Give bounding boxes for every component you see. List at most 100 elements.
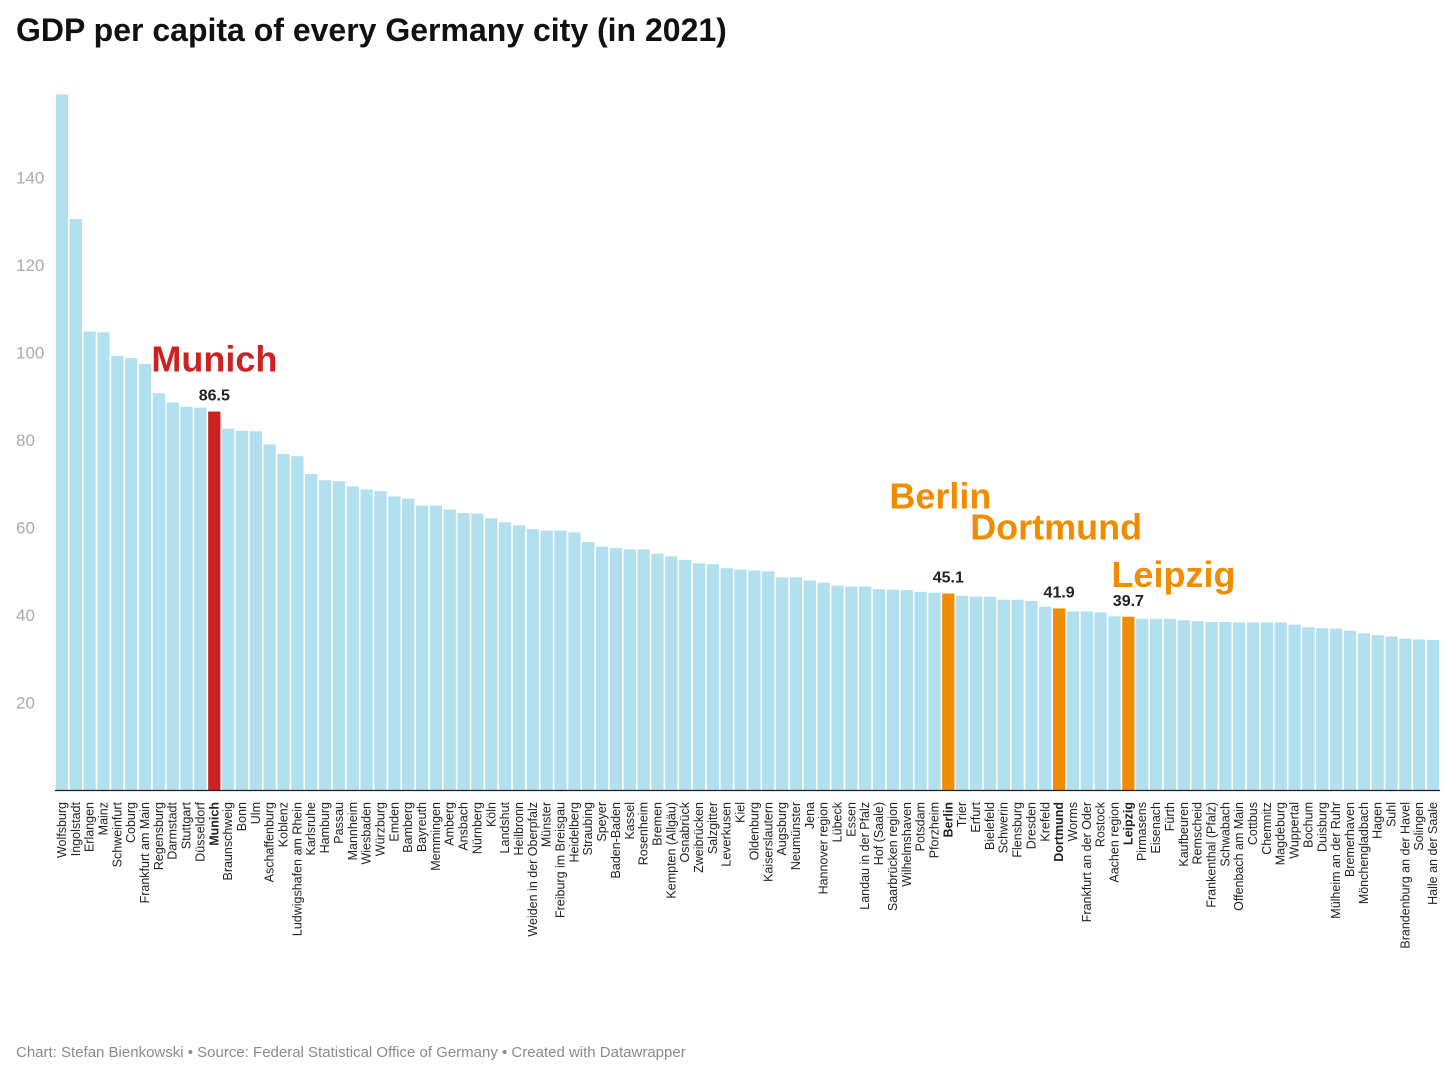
bar-lubeck (831, 585, 844, 790)
x-label-pirmasens: Pirmasens (1135, 802, 1149, 861)
x-label-ansbach: Ansbach (457, 802, 471, 851)
x-label-heilbronn: Heilbronn (512, 802, 526, 856)
x-label-memmingen: Memmingen (429, 802, 443, 871)
bar-flensburg (1011, 599, 1024, 790)
x-label-schwerin: Schwerin (997, 802, 1011, 853)
x-label-kempten-allgau: Kempten (Allgäu) (664, 802, 678, 899)
bar-bremerhaven (1343, 630, 1357, 790)
x-label-monchengladbach: Mönchengladbach (1357, 802, 1371, 904)
x-label-koln: Köln (484, 802, 498, 827)
bar-hof-saale (872, 589, 886, 790)
bar-bayreuth (415, 505, 429, 791)
bar-braunschweig (222, 428, 235, 791)
x-label-wurzburg: Würzburg (373, 802, 387, 856)
bar-bochum (1302, 627, 1315, 790)
bar-speyer (595, 546, 609, 790)
x-label-frankenthal-pfalz: Frankenthal (Pfalz) (1204, 802, 1218, 908)
x-label-bayreuth: Bayreuth (415, 802, 429, 852)
x-label-pforzheim: Pforzheim (927, 802, 941, 858)
bar-frankfurt-am-main (138, 363, 152, 791)
bar-osnabruck (679, 559, 692, 791)
bar-aschaffenburg (263, 444, 276, 791)
bar-saarbrucken-region (886, 589, 900, 791)
bars (55, 94, 1440, 791)
bar-leverkusen (720, 568, 733, 790)
bar-straubing (582, 541, 595, 790)
bar-wolfsburg (55, 94, 69, 791)
bar-ulm (249, 431, 262, 790)
y-tick-label-80: 80 (16, 431, 35, 450)
bar-chemnitz (1260, 622, 1273, 790)
annotation-munich: Munich (151, 339, 277, 380)
bar-schwabach (1219, 622, 1232, 790)
x-label-salzgitter: Salzgitter (706, 802, 720, 854)
x-label-hagen: Hagen (1371, 802, 1385, 839)
y-tick-label-140: 140 (16, 169, 44, 188)
bar-wuppertal (1288, 624, 1301, 791)
x-label-erlangen: Erlangen (83, 802, 97, 852)
x-label-nurnberg: Nürnberg (470, 802, 484, 854)
bar-potsdam (914, 591, 927, 790)
bar-passau (332, 481, 346, 791)
bar-worms (1066, 611, 1080, 790)
x-label-kaiserslautern: Kaiserslautern (761, 802, 775, 882)
x-label-potsdam: Potsdam (914, 802, 928, 851)
x-label-brandenburg-an-der-havel: Brandenburg an der Havel (1398, 802, 1412, 949)
x-label-leipzig: Leipzig (1121, 802, 1135, 845)
y-tick-label-40: 40 (16, 606, 35, 625)
x-label-chemnitz: Chemnitz (1260, 802, 1274, 855)
bar-augsburg (776, 577, 789, 791)
bar-monchengladbach (1357, 633, 1370, 791)
bar-schwerin (997, 599, 1010, 790)
x-label-baden-baden: Baden-Baden (609, 802, 623, 879)
bar-dortmund (1053, 608, 1066, 790)
x-label-kiel: Kiel (734, 802, 748, 823)
x-label-erfurt: Erfurt (969, 801, 983, 832)
x-label-landshut: Landshut (498, 801, 512, 853)
x-label-neumunster: Neumünster (789, 802, 803, 870)
bar-landshut (499, 522, 512, 790)
bar-koblenz (277, 454, 290, 790)
y-tick-label-20: 20 (16, 694, 35, 713)
x-label-hamburg: Hamburg (318, 802, 332, 853)
x-label-frankfurt-am-main: Frankfurt am Main (138, 802, 152, 903)
x-label-hof-saale: Hof (Saale) (872, 802, 886, 865)
x-label-osnabruck: Osnabrück (678, 801, 692, 862)
x-label-darmstadt: Darmstadt (166, 801, 180, 859)
bar-kempten-allgau (665, 556, 678, 791)
bar-chart: 20 40 60 80 100 120 140 Wolfsburg Ingolstadt Erl… (16, 94, 1440, 949)
bar-koln (485, 518, 498, 790)
bar-remscheid (1191, 621, 1204, 791)
bar-rostock (1094, 612, 1107, 791)
x-label-rosenheim: Rosenheim (637, 802, 651, 865)
x-label-solingen: Solingen (1412, 802, 1426, 851)
bar-leipzig (1122, 616, 1135, 790)
bar-suhl (1385, 636, 1398, 790)
x-label-wiesbaden: Wiesbaden (360, 802, 374, 865)
bar-duisburg (1316, 628, 1329, 791)
x-label-jena: Jena (803, 802, 817, 829)
bar-brandenburg-an-der-havel (1399, 638, 1412, 791)
bar-essen (845, 586, 858, 790)
bar-krefeld (1039, 606, 1052, 790)
bar-ludwigshafen-am-rhein (291, 456, 304, 790)
bar-kaufbeuren (1177, 620, 1190, 790)
value-label-dortmund: 41.9 (1044, 584, 1075, 601)
y-tick-label-60: 60 (16, 519, 35, 538)
x-label-saarbrucken-region: Saarbrücken region (886, 802, 900, 911)
bar-dresden (1025, 601, 1038, 790)
bar-hannover-region (817, 582, 830, 791)
x-label-hannover-region: Hannover region (817, 802, 831, 894)
bar-wiesbaden (360, 489, 373, 790)
bar-salzgitter (706, 564, 719, 790)
bar-trier (956, 595, 969, 790)
x-label-mulheim-an-der-ruhr: Mülheim an der Ruhr (1329, 802, 1343, 919)
bar-memmingen (429, 505, 442, 791)
x-label-aschaffenburg: Aschaffenburg (263, 802, 277, 882)
x-label-aachen-region: Aachen region (1108, 802, 1122, 883)
x-label-suhl: Suhl (1385, 802, 1399, 827)
x-label-bremerhaven: Bremerhaven (1343, 802, 1357, 877)
bar-bonn (235, 430, 249, 790)
bar-eisenach (1149, 618, 1163, 790)
